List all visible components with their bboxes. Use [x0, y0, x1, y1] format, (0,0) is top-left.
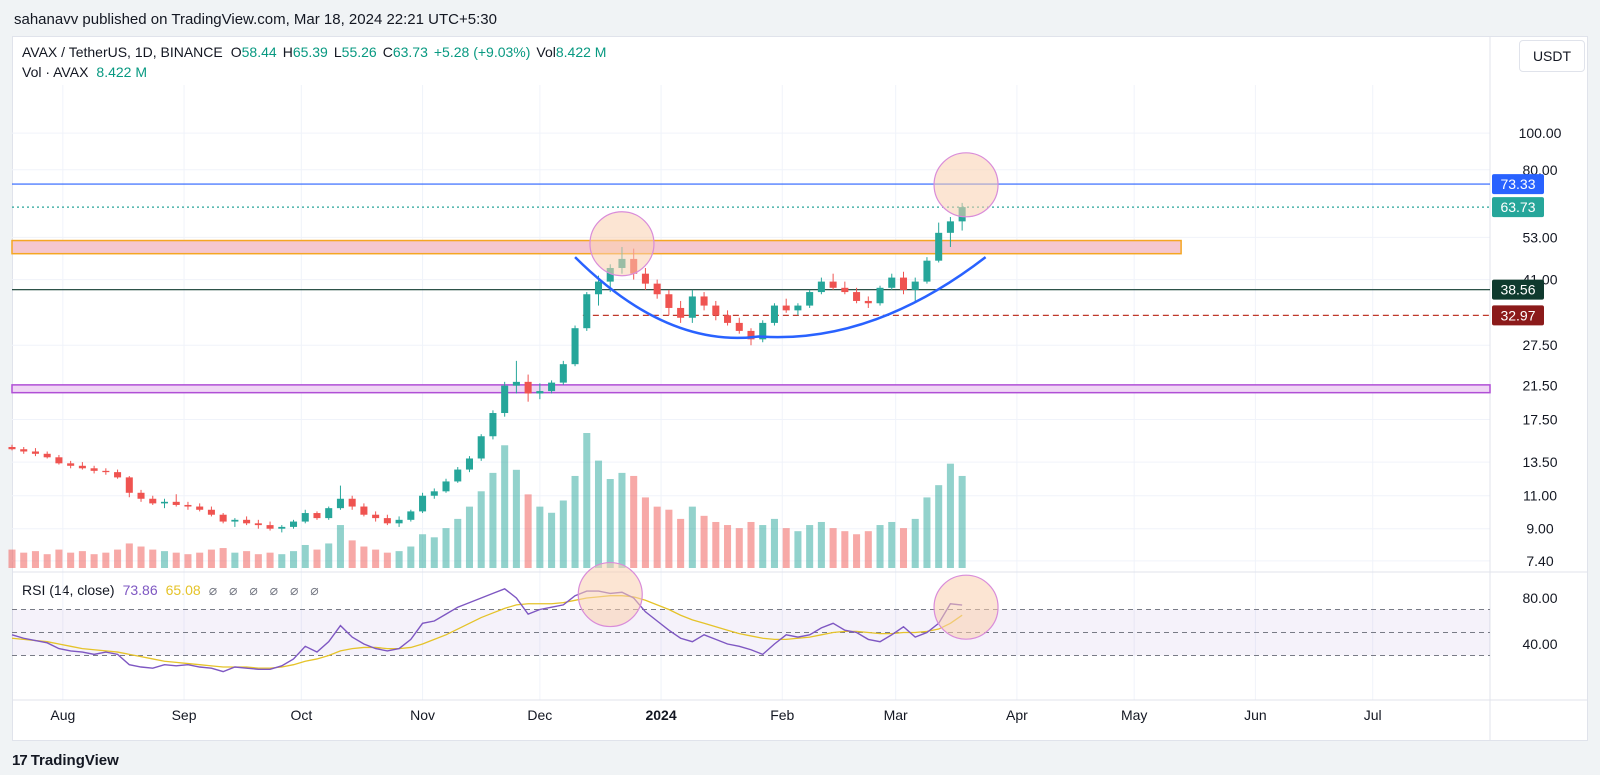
vol-label: Vol: [536, 44, 556, 60]
rsi-legend-value: 73.86: [122, 582, 158, 598]
close-label: C: [382, 44, 393, 60]
vol-value: 8.422 M: [555, 44, 607, 60]
close-value: 63.73: [392, 44, 428, 60]
symbol-title: AVAX / TetherUS, 1D, BINANCE: [22, 44, 223, 60]
rsi-legend-label: RSI (14, close): [22, 582, 115, 598]
low-value: 55.26: [341, 44, 377, 60]
volume-legend-value: 8.422 M: [96, 64, 147, 80]
tradingview-logo[interactable]: 17 TradingView: [12, 752, 119, 769]
symbol-legend: AVAX / TetherUS, 1D, BINANCE O58.44 H65.39…: [22, 44, 612, 60]
tradingview-logo-icon: 17: [12, 752, 28, 769]
high-label: H: [282, 44, 293, 60]
tradingview-logo-text: TradingView: [30, 752, 119, 769]
rsi-ma-legend-value: 65.08: [165, 582, 201, 598]
rsi-visibility-icons[interactable]: ⌀ ⌀ ⌀ ⌀ ⌀ ⌀: [208, 582, 323, 598]
volume-legend: Vol · AVAX 8.422 M: [22, 64, 153, 80]
change-value: +5.28 (+9.03%): [433, 44, 531, 60]
open-value: 58.44: [241, 44, 277, 60]
volume-legend-label: Vol · AVAX: [22, 64, 89, 80]
open-label: O: [230, 44, 242, 60]
currency-button[interactable]: USDT: [1519, 40, 1585, 72]
high-value: 65.39: [292, 44, 328, 60]
rsi-legend: RSI (14, close) 73.86 65.08 ⌀ ⌀ ⌀ ⌀ ⌀ ⌀: [22, 582, 323, 599]
publish-info: sahanavv published on TradingView.com, M…: [14, 11, 497, 28]
chart-frame[interactable]: [12, 36, 1588, 741]
low-label: L: [333, 44, 342, 60]
